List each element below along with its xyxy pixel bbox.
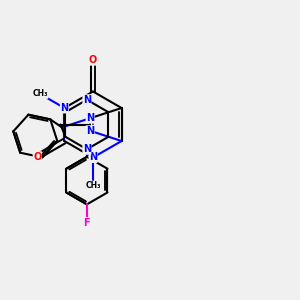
Text: CH₃: CH₃	[85, 181, 101, 190]
Text: N: N	[60, 103, 68, 113]
Text: F: F	[84, 218, 90, 227]
Text: O: O	[33, 152, 41, 162]
Text: N: N	[83, 144, 91, 154]
Text: CH₃: CH₃	[32, 89, 48, 98]
Text: N: N	[89, 152, 97, 163]
Text: N: N	[83, 95, 91, 105]
Text: N: N	[86, 113, 94, 123]
Text: N: N	[86, 126, 94, 136]
Text: O: O	[89, 55, 97, 65]
